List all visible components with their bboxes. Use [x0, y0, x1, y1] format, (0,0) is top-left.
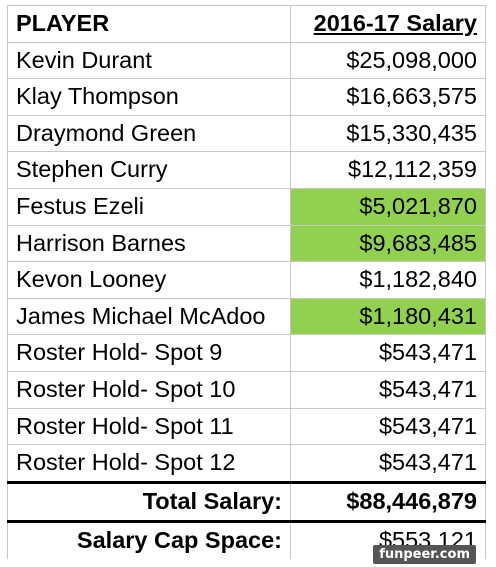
player-name: Roster Hold- Spot 12 — [7, 444, 291, 483]
table-row: Klay Thompson $16,663,575 — [7, 78, 486, 116]
table-row: Kevon Looney $1,182,840 — [7, 261, 486, 299]
player-salary: $543,471 — [290, 370, 486, 409]
player-salary: $16,663,575 — [290, 78, 486, 116]
salary-column-header: 2016-17 Salary — [290, 5, 486, 43]
player-name: Roster Hold- Spot 9 — [7, 334, 291, 372]
table-row: James Michael McAdoo $1,180,431 — [7, 297, 486, 336]
table-row: Harrison Barnes $9,683,485 — [7, 224, 486, 263]
salary-table: PLAYER 2016-17 Salary Kevin Durant $25,0… — [7, 5, 486, 559]
player-salary: $543,471 — [290, 407, 486, 446]
player-name: Kevon Looney — [7, 261, 291, 299]
player-salary: $1,182,840 — [290, 261, 486, 299]
table-row: Draymond Green $15,330,435 — [7, 114, 486, 153]
table-row: Roster Hold- Spot 11 $543,471 — [7, 407, 486, 446]
player-name: Roster Hold- Spot 11 — [7, 407, 291, 446]
table-row: Festus Ezeli $5,021,870 — [7, 187, 486, 226]
player-salary: $543,471 — [290, 444, 486, 483]
table-row: Roster Hold- Spot 9 $543,471 — [7, 334, 486, 372]
player-name: Draymond Green — [7, 114, 291, 153]
watermark-logo: funpeer.com — [373, 545, 476, 564]
player-salary-highlighted: $9,683,485 — [290, 224, 486, 263]
player-name: Kevin Durant — [7, 41, 291, 80]
player-name: Klay Thompson — [7, 78, 291, 116]
player-name: Stephen Curry — [7, 151, 291, 189]
player-salary: $543,471 — [290, 334, 486, 372]
table-row: Roster Hold- Spot 10 $543,471 — [7, 370, 486, 409]
player-salary: $15,330,435 — [290, 114, 486, 153]
total-salary-row: Total Salary: $88,446,879 — [7, 480, 486, 523]
player-salary: $12,112,359 — [290, 151, 486, 189]
player-name: Harrison Barnes — [7, 224, 291, 263]
player-salary-highlighted: $1,180,431 — [290, 297, 486, 336]
player-name: James Michael McAdoo — [7, 297, 291, 336]
player-name: Festus Ezeli — [7, 187, 291, 226]
player-column-header: PLAYER — [7, 5, 291, 43]
salary-sheet: PLAYER 2016-17 Salary Kevin Durant $25,0… — [7, 5, 486, 559]
table-row: Kevin Durant $25,098,000 — [7, 41, 486, 80]
player-name: Roster Hold- Spot 10 — [7, 370, 291, 409]
player-salary: $25,098,000 — [290, 41, 486, 80]
total-salary-value: $88,446,879 — [290, 480, 486, 523]
total-salary-label: Total Salary: — [7, 480, 291, 523]
header-row: PLAYER 2016-17 Salary — [7, 5, 486, 43]
salary-cap-label: Salary Cap Space: — [7, 520, 291, 559]
player-salary-highlighted: $5,021,870 — [290, 187, 486, 226]
table-row: Stephen Curry $12,112,359 — [7, 151, 486, 189]
table-row: Roster Hold- Spot 12 $543,471 — [7, 444, 486, 483]
